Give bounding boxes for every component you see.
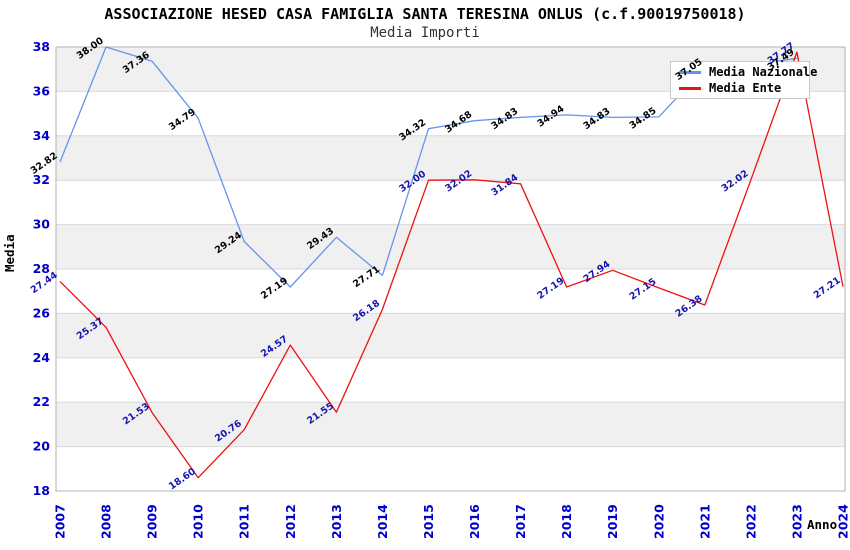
chart-title: ASSOCIAZIONE HESED CASA FAMIGLIA SANTA T… — [104, 5, 746, 23]
x-tick-label: 2021 — [697, 504, 712, 539]
legend-item-media-ente: Media Ente — [679, 80, 801, 96]
series-line-media-nazionale — [59, 46, 797, 288]
x-tick-label: 2009 — [145, 504, 160, 539]
x-tick-label: 2014 — [375, 504, 390, 539]
x-tick-label: 2012 — [283, 504, 298, 539]
y-tick-label: 20 — [33, 439, 51, 454]
media-nazionale-line-swatch — [679, 70, 701, 74]
y-tick-label: 36 — [33, 83, 51, 98]
legend-item-media-nazionale: Media Nazionale — [679, 64, 817, 80]
x-tick-label: 2022 — [743, 504, 758, 539]
y-tick-label: 18 — [33, 483, 50, 498]
x-tick-label: 2024 — [836, 504, 850, 539]
x-tick-label: 2010 — [191, 504, 206, 539]
y-tick-label: 30 — [33, 217, 51, 232]
x-tick-label: 2019 — [605, 504, 620, 539]
y-tick-label: 28 — [33, 261, 50, 276]
series-line-media-ente — [59, 51, 844, 479]
y-tick-label: 26 — [33, 305, 51, 320]
grid-band — [56, 313, 845, 358]
grid-band — [56, 135, 845, 181]
y-tick-label: 38 — [33, 39, 50, 54]
y-tick-label: 34 — [33, 128, 51, 143]
grid-band — [56, 224, 845, 269]
x-tick-label: 2023 — [789, 504, 804, 539]
x-tick-label: 2016 — [467, 504, 482, 539]
x-tick-label: 2013 — [329, 504, 344, 539]
x-tick-label: 2011 — [237, 504, 252, 539]
legend-label-media-ente: Media Ente — [709, 81, 782, 95]
x-tick-label: 2007 — [53, 504, 68, 539]
x-tick-label: 2017 — [513, 504, 528, 539]
legend: Media Nazionale Media Ente — [670, 61, 817, 99]
legend-label-media-nazionale: Media Nazionale — [709, 65, 818, 79]
y-tick-label: 24 — [33, 350, 51, 365]
media-ente-line-swatch — [679, 86, 701, 90]
x-tick-label: 2015 — [421, 504, 436, 539]
chart-subtitle: Media Importi — [370, 25, 480, 41]
x-tick-label: 2008 — [99, 504, 114, 539]
y-tick-label: 22 — [33, 394, 50, 409]
plot-border — [55, 46, 846, 492]
x-axis-title: Anno — [807, 517, 838, 532]
y-tick-label: 32 — [33, 172, 50, 187]
x-tick-label: 2020 — [651, 504, 666, 539]
x-tick-label: 2018 — [559, 504, 574, 539]
grid-band — [56, 402, 845, 447]
